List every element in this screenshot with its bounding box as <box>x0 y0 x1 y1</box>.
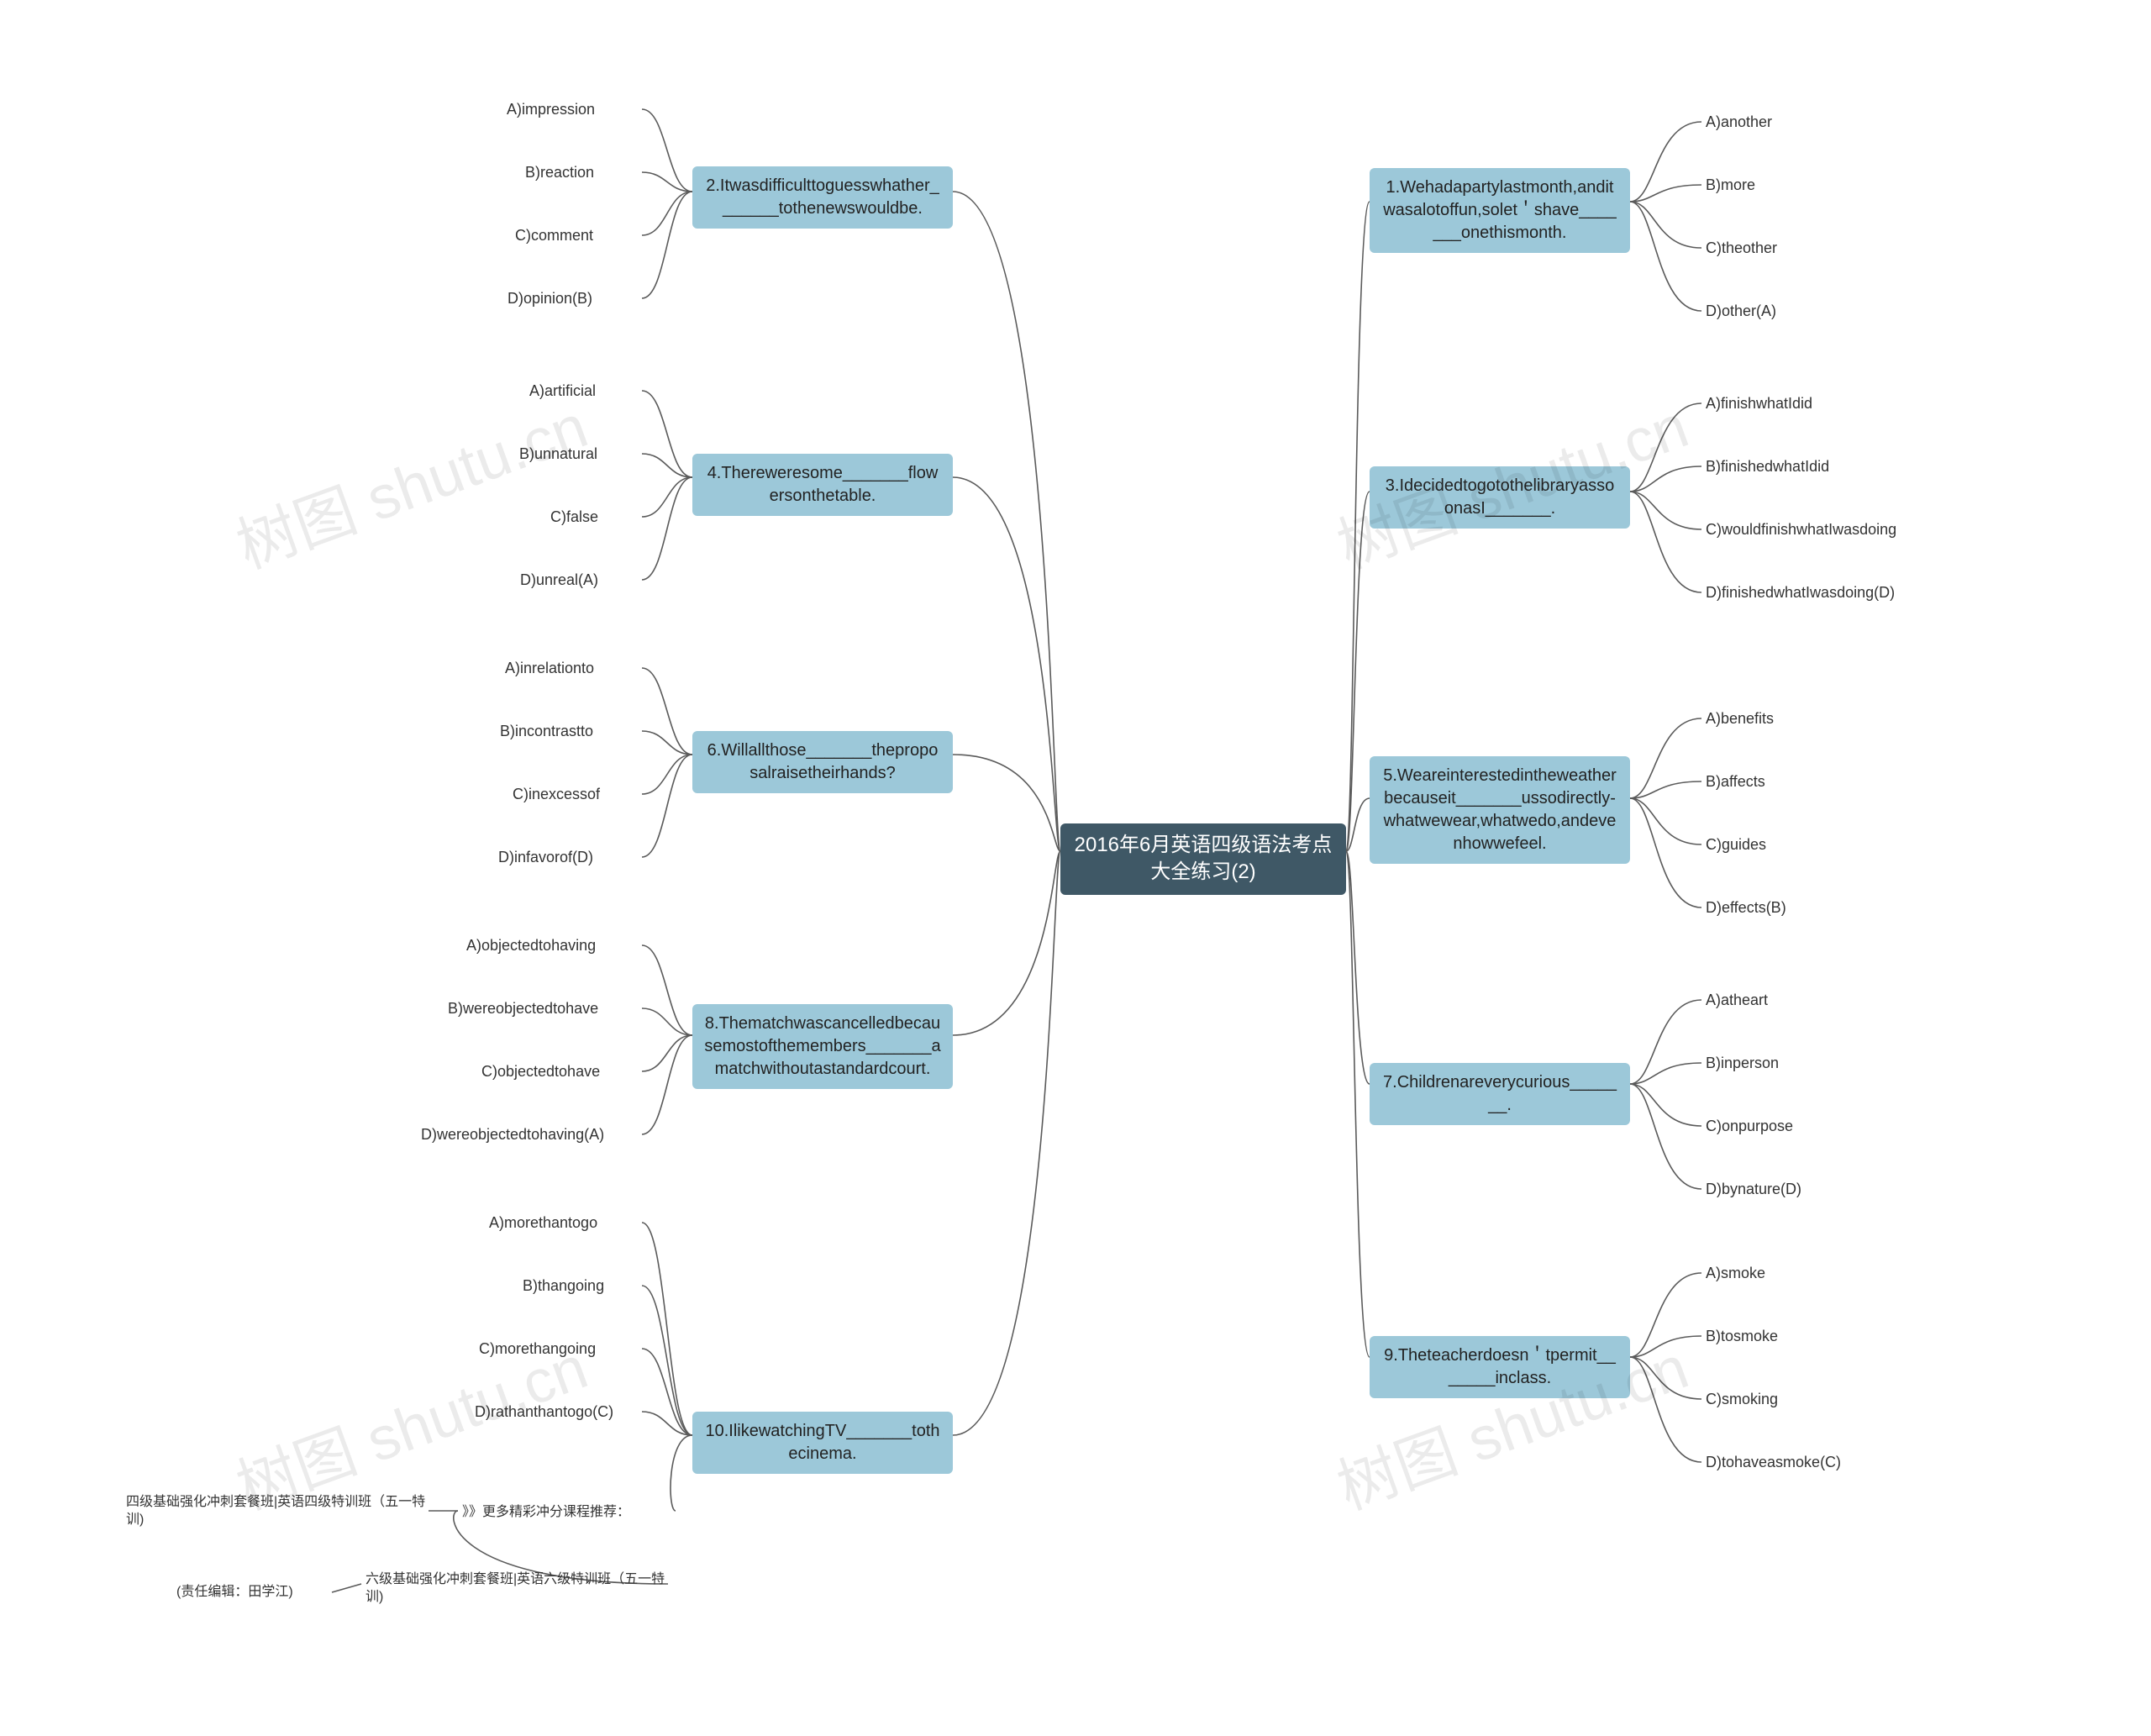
right-3-opt-c: C)wouldfinishwhatIwasdoing <box>1706 521 1896 539</box>
right-5-opt-d: D)effects(B) <box>1706 899 1786 917</box>
left-6-opt-a: A)inrelationto <box>505 660 594 677</box>
right-node-7: 7.Childrenareverycurious_______. <box>1370 1063 1630 1125</box>
left-6-opt-d: D)infavorof(D) <box>498 849 593 866</box>
left-8-opt-b: B)wereobjectedtohave <box>448 1000 598 1018</box>
left-4-opt-c: C)false <box>550 508 598 526</box>
left-node-4: 4.Thereweresome_______flowersonthetable. <box>692 454 953 516</box>
left-node-2: 2.Itwasdifficulttoguesswhather_______tot… <box>692 166 953 229</box>
left-label-4: 4.Thereweresome_______flowersonthetable. <box>704 462 941 508</box>
right-node-3: 3.IdecidedtogotothelibraryassoonasI_____… <box>1370 466 1630 529</box>
watermark-1: 树图 shutu.cn <box>223 377 597 586</box>
right-1-opt-a: A)another <box>1706 113 1772 131</box>
left-2-opt-c: C)comment <box>515 227 593 245</box>
left-10-extra-1: 》》更多精彩冲分课程推荐： <box>462 1504 681 1522</box>
left-4-opt-a: A)artificial <box>529 382 596 400</box>
right-1-opt-c: C)theother <box>1706 239 1777 257</box>
right-9-opt-a: A)smoke <box>1706 1265 1765 1282</box>
left-node-8: 8.Thematchwascancelledbecausemostoftheme… <box>692 1004 953 1089</box>
left-4-opt-d: D)unreal(A) <box>520 571 598 589</box>
left-10-extra-4: (责任编辑：田学江) <box>176 1584 293 1602</box>
right-3-opt-a: A)finishwhatIdid <box>1706 395 1812 413</box>
right-1-opt-b: B)more <box>1706 176 1755 194</box>
left-8-opt-a: A)objectedtohaving <box>466 937 596 955</box>
right-label-1: 1.Wehadapartylastmonth,anditwasalotoffun… <box>1381 176 1618 245</box>
right-5-opt-a: A)benefits <box>1706 710 1774 728</box>
left-label-2: 2.Itwasdifficulttoguesswhather_______tot… <box>704 175 941 220</box>
left-2-opt-d: D)opinion(B) <box>508 290 592 308</box>
left-label-6: 6.Willallthose_______theproposalraisethe… <box>704 739 941 785</box>
left-10-opt-b: B)thangoing <box>523 1277 604 1295</box>
right-label-5: 5.Weareinterestedintheweatherbecauseit__… <box>1381 765 1618 855</box>
left-label-8: 8.Thematchwascancelledbecausemostoftheme… <box>704 1013 941 1081</box>
right-9-opt-c: C)smoking <box>1706 1391 1778 1408</box>
left-6-opt-b: B)incontrastto <box>500 723 593 740</box>
root-title: 2016年6月英语四级语法考点大全练习(2) <box>1072 832 1334 886</box>
right-label-3: 3.IdecidedtogotothelibraryassoonasI_____… <box>1381 475 1618 520</box>
left-node-6: 6.Willallthose_______theproposalraisethe… <box>692 731 953 793</box>
left-8-opt-d: D)wereobjectedtohaving(A) <box>421 1126 604 1144</box>
left-10-opt-d: D)rathanthantogo(C) <box>475 1403 613 1421</box>
root-node: 2016年6月英语四级语法考点大全练习(2) <box>1060 823 1346 895</box>
right-9-opt-d: D)tohaveasmoke(C) <box>1706 1454 1841 1471</box>
left-10-opt-a: A)morethantogo <box>489 1214 597 1232</box>
left-10-extra-3: 六级基础强化冲刺套餐班|英语六级特训班（五一特训) <box>366 1571 668 1607</box>
right-7-opt-a: A)atheart <box>1706 992 1768 1009</box>
right-3-opt-b: B)finishedwhatIdid <box>1706 458 1829 476</box>
right-label-7: 7.Childrenareverycurious_______. <box>1381 1071 1618 1117</box>
right-node-5: 5.Weareinterestedintheweatherbecauseit__… <box>1370 756 1630 864</box>
left-6-opt-c: C)inexcessof <box>513 786 600 803</box>
left-4-opt-b: B)unnatural <box>519 445 597 463</box>
right-node-1: 1.Wehadapartylastmonth,anditwasalotoffun… <box>1370 168 1630 253</box>
left-2-opt-a: A)impression <box>507 101 595 118</box>
right-7-opt-c: C)onpurpose <box>1706 1118 1793 1135</box>
left-10-extra-2: 四级基础强化冲刺套餐班|英语四级特训班（五一特训) <box>126 1494 429 1529</box>
right-9-opt-b: B)tosmoke <box>1706 1328 1778 1345</box>
right-5-opt-b: B)affects <box>1706 773 1765 791</box>
left-8-opt-c: C)objectedtohave <box>481 1063 600 1081</box>
right-7-opt-d: D)bynature(D) <box>1706 1181 1801 1198</box>
right-5-opt-c: C)guides <box>1706 836 1766 854</box>
right-3-opt-d: D)finishedwhatIwasdoing(D) <box>1706 584 1895 602</box>
left-node-10: 10.IlikewatchingTV_______tothecinema. <box>692 1412 953 1474</box>
right-7-opt-b: B)inperson <box>1706 1055 1779 1072</box>
right-label-9: 9.Theteacherdoesn＇tpermit_______inclass. <box>1381 1344 1618 1390</box>
left-10-opt-c: C)morethangoing <box>479 1340 596 1358</box>
left-2-opt-b: B)reaction <box>525 164 594 181</box>
right-node-9: 9.Theteacherdoesn＇tpermit_______inclass. <box>1370 1336 1630 1398</box>
left-label-10: 10.IlikewatchingTV_______tothecinema. <box>704 1420 941 1465</box>
right-1-opt-d: D)other(A) <box>1706 302 1776 320</box>
